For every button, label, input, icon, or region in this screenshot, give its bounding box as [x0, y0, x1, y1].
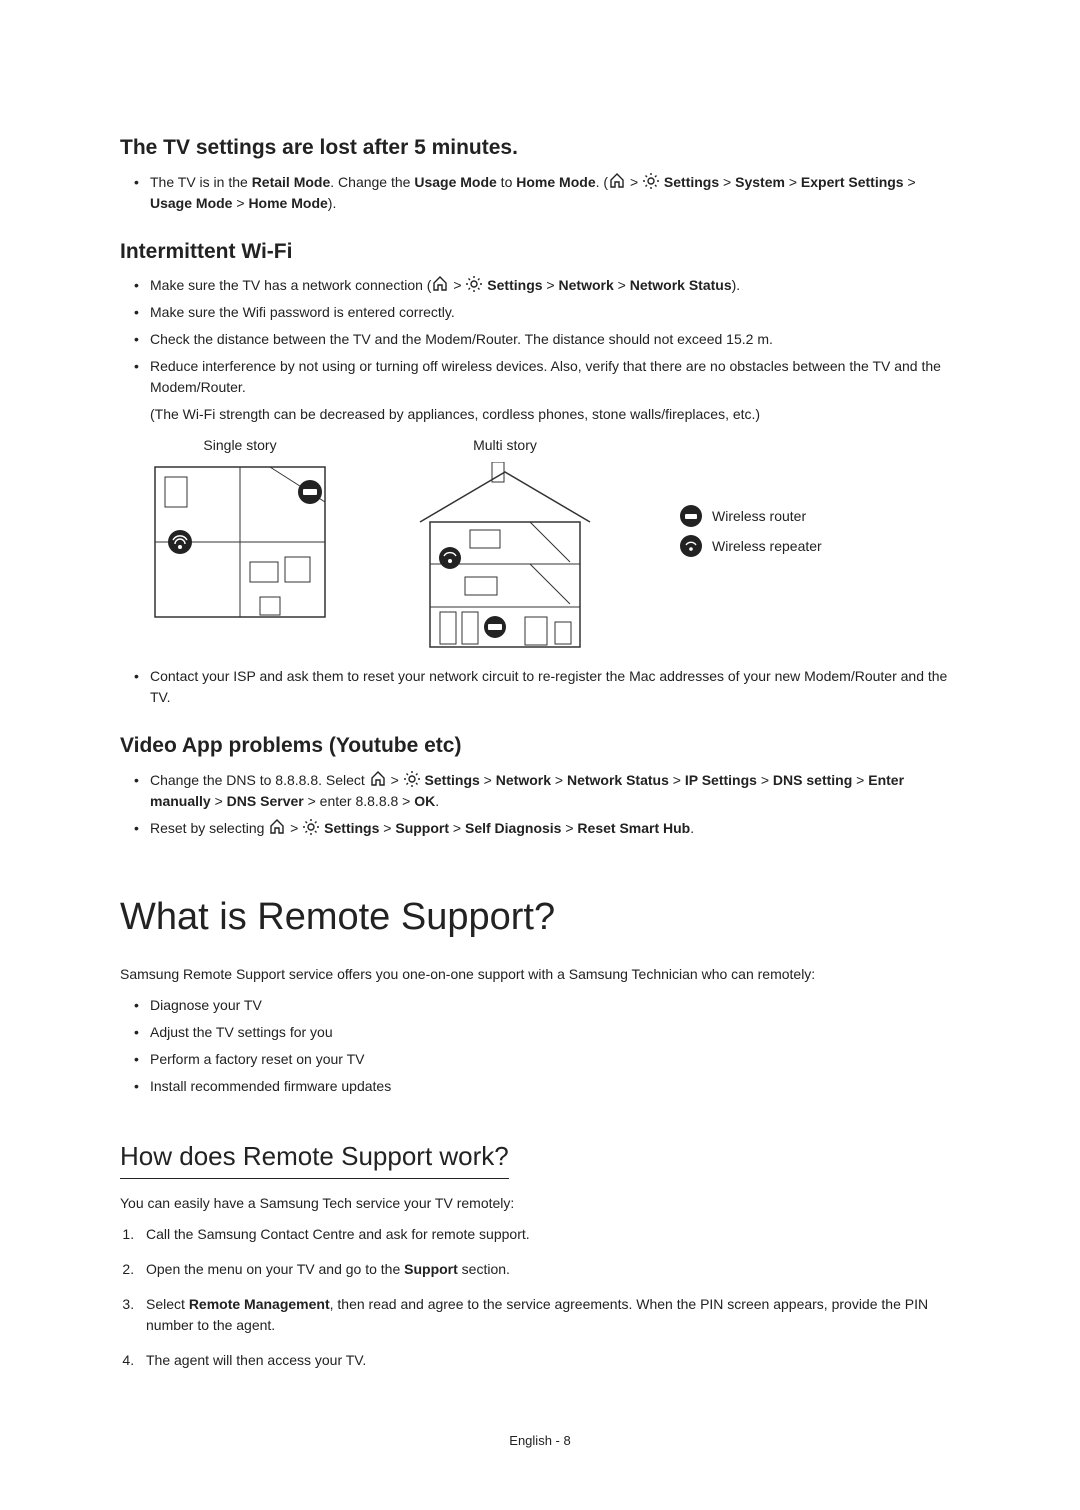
wifi-check-distance: Check the distance between the TV and th… — [138, 329, 960, 350]
home-icon — [369, 770, 387, 788]
router-icon — [680, 505, 702, 527]
diagram-legend: Wireless router Wireless repeater — [680, 505, 822, 565]
multi-story-caption: Multi story — [410, 435, 600, 456]
how-rs-intro: You can easily have a Samsung Tech servi… — [120, 1193, 960, 1214]
repeater-label: Wireless repeater — [712, 536, 822, 557]
gear-icon — [403, 770, 421, 788]
house-diagrams-row: Single story Multi story — [120, 435, 960, 652]
reset-smarthub: Reset by selecting > Settings > Support … — [138, 818, 960, 839]
gear-icon — [465, 275, 483, 293]
tv-settings-lost-heading: The TV settings are lost after 5 minutes… — [120, 132, 960, 164]
home-icon — [431, 275, 449, 293]
single-story-diagram — [150, 462, 330, 622]
wifi-strength-note: (The Wi-Fi strength can be decreased by … — [150, 404, 960, 425]
wifi-check-connection: Make sure the TV has a network connectio… — [138, 275, 960, 296]
rs-step-3: Select Remote Management, then read and … — [138, 1294, 960, 1336]
gear-icon — [642, 172, 660, 190]
home-icon — [608, 172, 626, 190]
remote-support-intro: Samsung Remote Support service offers yo… — [120, 964, 960, 985]
single-story-caption: Single story — [150, 435, 330, 456]
how-remote-support-heading: How does Remote Support work? — [120, 1137, 509, 1179]
wifi-reduce-interference: Reduce interference by not using or turn… — [138, 356, 960, 425]
rs-firmware: Install recommended firmware updates — [138, 1076, 960, 1097]
wifi-check-password: Make sure the Wifi password is entered c… — [138, 302, 960, 323]
repeater-icon — [680, 535, 702, 557]
router-label: Wireless router — [712, 506, 806, 527]
gear-icon — [302, 818, 320, 836]
rs-step-2: Open the menu on your TV and go to the S… — [138, 1259, 960, 1280]
rs-adjust: Adjust the TV settings for you — [138, 1022, 960, 1043]
rs-diagnose: Diagnose your TV — [138, 995, 960, 1016]
rs-factory-reset: Perform a factory reset on your TV — [138, 1049, 960, 1070]
remote-support-heading: What is Remote Support? — [120, 889, 960, 946]
video-app-heading: Video App problems (Youtube etc) — [120, 730, 960, 762]
rs-step-4: The agent will then access your TV. — [138, 1350, 960, 1371]
multi-story-diagram — [410, 462, 600, 652]
intermittent-wifi-heading: Intermittent Wi-Fi — [120, 236, 960, 268]
retail-mode-note: The TV is in the Retail Mode. Change the… — [138, 172, 960, 214]
dns-change: Change the DNS to 8.8.8.8. Select > Sett… — [138, 770, 960, 812]
page-footer: English - 8 — [120, 1431, 960, 1451]
wifi-contact-isp: Contact your ISP and ask them to reset y… — [138, 666, 960, 708]
home-icon — [268, 818, 286, 836]
rs-step-1: Call the Samsung Contact Centre and ask … — [138, 1224, 960, 1245]
